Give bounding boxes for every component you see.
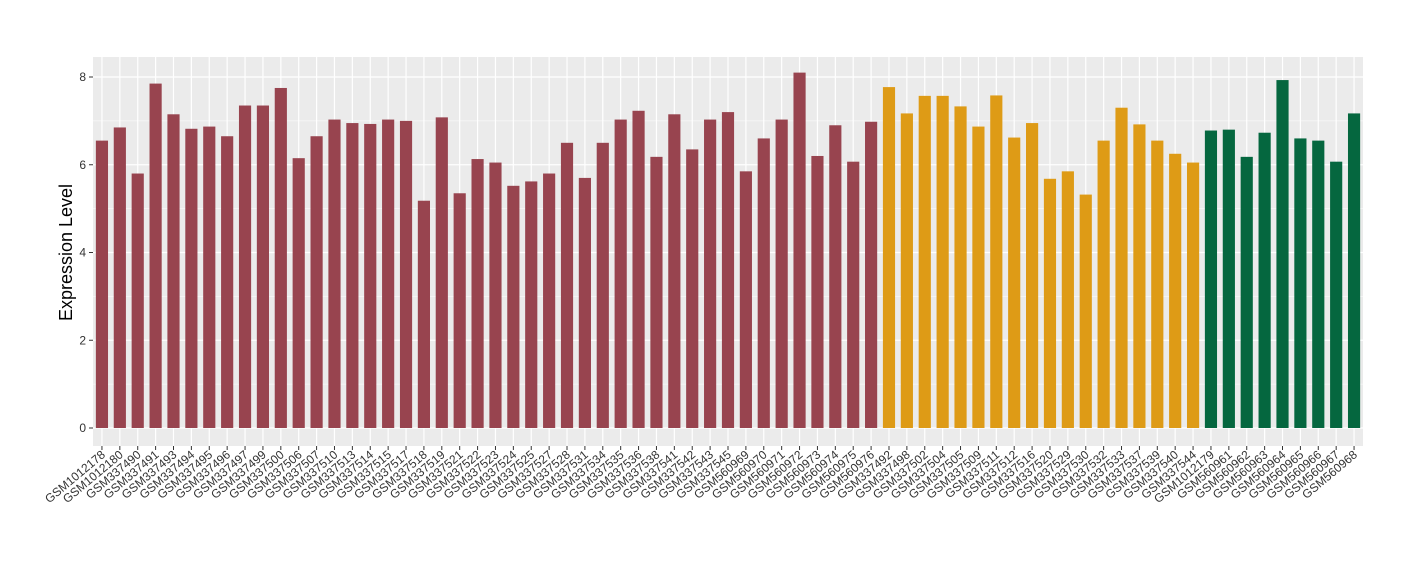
bar [614, 119, 627, 428]
bar [847, 161, 860, 428]
bar [936, 95, 949, 429]
bar [1097, 140, 1110, 428]
bar [1043, 178, 1057, 428]
bar [739, 171, 752, 429]
bar [203, 126, 216, 429]
bar [811, 155, 824, 428]
bar [1204, 130, 1218, 428]
bar [185, 128, 198, 428]
bar [1079, 194, 1092, 428]
bar [882, 87, 896, 428]
bar [650, 156, 663, 429]
bar [560, 142, 574, 428]
bar [149, 83, 162, 429]
bar [238, 105, 252, 429]
y-tick-label: 0 [79, 421, 86, 435]
y-tick-label: 4 [79, 246, 86, 260]
bar [1026, 123, 1039, 428]
bar [865, 121, 878, 428]
bar [775, 119, 788, 428]
bar [1312, 140, 1325, 428]
bar [435, 117, 448, 429]
bar [1330, 161, 1343, 428]
bar [113, 127, 126, 429]
bar [793, 72, 806, 429]
bar [990, 95, 1003, 429]
bar [721, 112, 735, 428]
bar [578, 177, 591, 428]
bar [704, 119, 717, 428]
bar [346, 123, 359, 428]
bar [1008, 137, 1021, 429]
bar [471, 159, 484, 428]
y-tick-label: 6 [79, 158, 86, 172]
bar [167, 114, 180, 428]
bar [632, 110, 645, 428]
bar [1240, 156, 1253, 429]
bars [95, 72, 1361, 429]
y-axis-label: Expression Level [56, 184, 76, 321]
bar [1347, 113, 1361, 428]
bar [972, 126, 985, 429]
bar [328, 119, 341, 428]
bar [1133, 124, 1146, 428]
y-tick-label: 2 [79, 333, 86, 347]
bar [310, 136, 323, 428]
bar [1258, 132, 1271, 428]
bar [543, 173, 556, 428]
bar [1061, 171, 1074, 429]
bar [757, 138, 770, 429]
bar [1276, 80, 1289, 428]
bar [1294, 138, 1307, 429]
bar [453, 193, 466, 428]
bar [1151, 140, 1164, 428]
bar [1169, 153, 1182, 428]
bar [954, 106, 967, 429]
bar [382, 119, 395, 428]
bar [686, 149, 699, 429]
bar [1186, 162, 1200, 428]
bar [525, 181, 538, 428]
bar [274, 87, 287, 428]
x-axis: GSM1012178GSM1012180GSM337490GSM337491GS… [42, 446, 1360, 506]
bar [918, 95, 931, 429]
bar [417, 200, 430, 428]
bar [900, 113, 913, 428]
bar [292, 158, 305, 428]
bar [399, 120, 413, 428]
bar [221, 136, 234, 428]
bar [1115, 107, 1128, 429]
bar [668, 114, 681, 428]
bar [131, 173, 144, 428]
bar [829, 125, 842, 428]
bar [489, 162, 502, 428]
bar [256, 105, 270, 429]
bar [1222, 129, 1235, 428]
y-tick-label: 8 [79, 70, 86, 84]
bar [507, 185, 520, 428]
bar [596, 142, 609, 428]
bar [95, 140, 109, 428]
y-axis: 0 2 4 6 8 [79, 70, 93, 435]
bar [364, 123, 377, 428]
